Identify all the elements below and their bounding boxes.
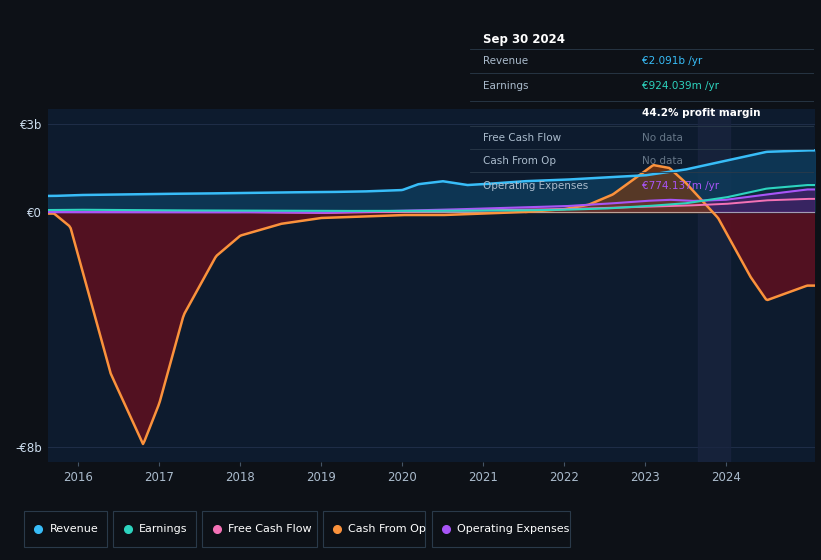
Text: Operating Expenses: Operating Expenses xyxy=(457,524,570,534)
FancyBboxPatch shape xyxy=(25,511,107,547)
FancyBboxPatch shape xyxy=(203,511,317,547)
Text: Free Cash Flow: Free Cash Flow xyxy=(484,133,562,143)
Text: Free Cash Flow: Free Cash Flow xyxy=(227,524,311,534)
Text: Earnings: Earnings xyxy=(484,81,529,91)
Text: €2.091b /yr: €2.091b /yr xyxy=(642,56,702,66)
Text: 44.2% profit margin: 44.2% profit margin xyxy=(642,109,760,118)
FancyBboxPatch shape xyxy=(113,511,196,547)
Text: Earnings: Earnings xyxy=(139,524,187,534)
Text: Revenue: Revenue xyxy=(484,56,529,66)
Text: Cash From Op: Cash From Op xyxy=(348,524,426,534)
Text: €774.137m /yr: €774.137m /yr xyxy=(642,181,719,190)
Bar xyxy=(698,109,730,462)
Text: Sep 30 2024: Sep 30 2024 xyxy=(484,32,566,46)
Text: Operating Expenses: Operating Expenses xyxy=(484,181,589,190)
Text: Cash From Op: Cash From Op xyxy=(484,156,557,166)
Text: No data: No data xyxy=(642,156,683,166)
Text: No data: No data xyxy=(642,133,683,143)
FancyBboxPatch shape xyxy=(432,511,570,547)
Text: €924.039m /yr: €924.039m /yr xyxy=(642,81,719,91)
FancyBboxPatch shape xyxy=(323,511,425,547)
Text: Revenue: Revenue xyxy=(49,524,99,534)
